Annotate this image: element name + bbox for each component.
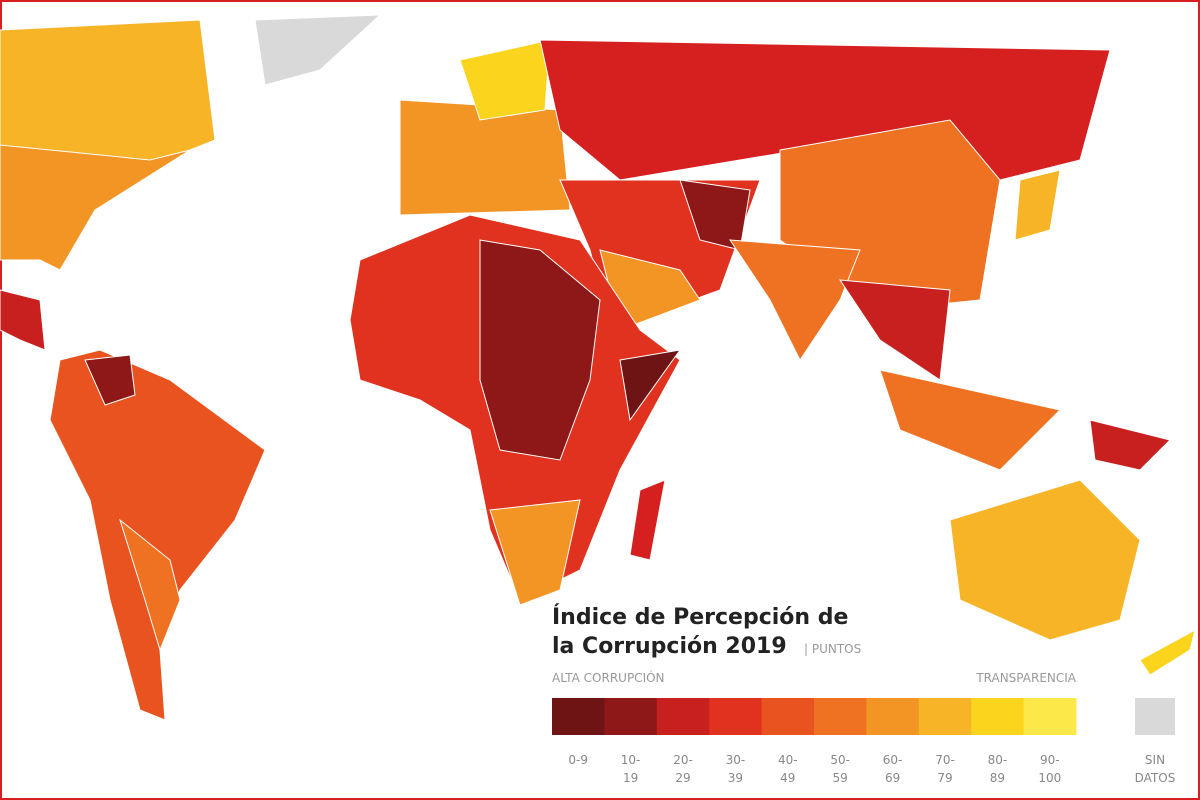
legend-label: 59 bbox=[833, 771, 848, 785]
legend-label: 0-9 bbox=[568, 753, 588, 767]
legend-label: 90- bbox=[1040, 753, 1060, 767]
southern-africa bbox=[489, 499, 581, 606]
madagascar bbox=[629, 479, 666, 561]
legend-swatch bbox=[918, 698, 972, 735]
legend-swatch bbox=[1023, 698, 1077, 735]
legend: 0-9 10- 19 20- 29 30- 39 40- 49 50- 59 60- 69 70- 79 80… bbox=[552, 698, 1175, 785]
legend-label: 69 bbox=[885, 771, 900, 785]
central-america bbox=[0, 289, 46, 351]
legend-label: 49 bbox=[780, 771, 795, 785]
legend-swatch bbox=[971, 698, 1025, 735]
no-data-label: SIN bbox=[1145, 753, 1165, 767]
central-africa bbox=[479, 239, 601, 461]
argentina bbox=[119, 518, 181, 652]
papua-new-guinea bbox=[1089, 419, 1171, 471]
greenland bbox=[254, 14, 382, 86]
legend-label: 20- bbox=[673, 753, 693, 767]
legend-swatch bbox=[709, 698, 763, 735]
legend-label: 40- bbox=[778, 753, 798, 767]
new-zealand bbox=[1139, 629, 1196, 676]
legend-swatch bbox=[604, 698, 658, 735]
legend-swatch bbox=[761, 698, 815, 735]
canada bbox=[0, 19, 216, 171]
legend-swatch bbox=[552, 698, 605, 735]
title-unit: | PUNTOS bbox=[804, 642, 861, 656]
legend-label: 89 bbox=[990, 771, 1005, 785]
legend-label: 19 bbox=[623, 771, 638, 785]
scandinavia bbox=[459, 39, 551, 121]
australia bbox=[949, 479, 1141, 641]
japan bbox=[1014, 169, 1061, 241]
usa bbox=[0, 144, 191, 271]
legend-low-label: ALTA CORRUPCIÓN bbox=[552, 670, 665, 685]
venezuela bbox=[84, 354, 136, 406]
no-data-label: DATOS bbox=[1135, 771, 1176, 785]
title-line-1: Índice de Percepción de bbox=[552, 604, 848, 630]
legend-label: 60- bbox=[883, 753, 903, 767]
legend-label: 100 bbox=[1038, 771, 1061, 785]
legend-swatch bbox=[814, 698, 867, 735]
legend-high-label: TRANSPARENCIA bbox=[975, 671, 1076, 685]
legend-label: 79 bbox=[937, 771, 952, 785]
title-line-2: la Corrupción 2019 bbox=[552, 634, 787, 659]
legend-label: 70- bbox=[935, 753, 955, 767]
legend-label: 10- bbox=[621, 753, 641, 767]
legend-label: 30- bbox=[726, 753, 746, 767]
indonesia bbox=[879, 369, 1061, 471]
somalia bbox=[619, 349, 682, 422]
legend-label: 50- bbox=[830, 753, 850, 767]
india bbox=[729, 239, 861, 361]
legend-swatch bbox=[656, 698, 710, 735]
southeast-asia bbox=[839, 279, 951, 381]
no-data-swatch bbox=[1135, 698, 1175, 735]
legend-label: 29 bbox=[675, 771, 690, 785]
legend-swatch bbox=[866, 698, 920, 735]
legend-label: 39 bbox=[728, 771, 743, 785]
legend-label: 80- bbox=[988, 753, 1008, 767]
world-map bbox=[0, 14, 1196, 721]
